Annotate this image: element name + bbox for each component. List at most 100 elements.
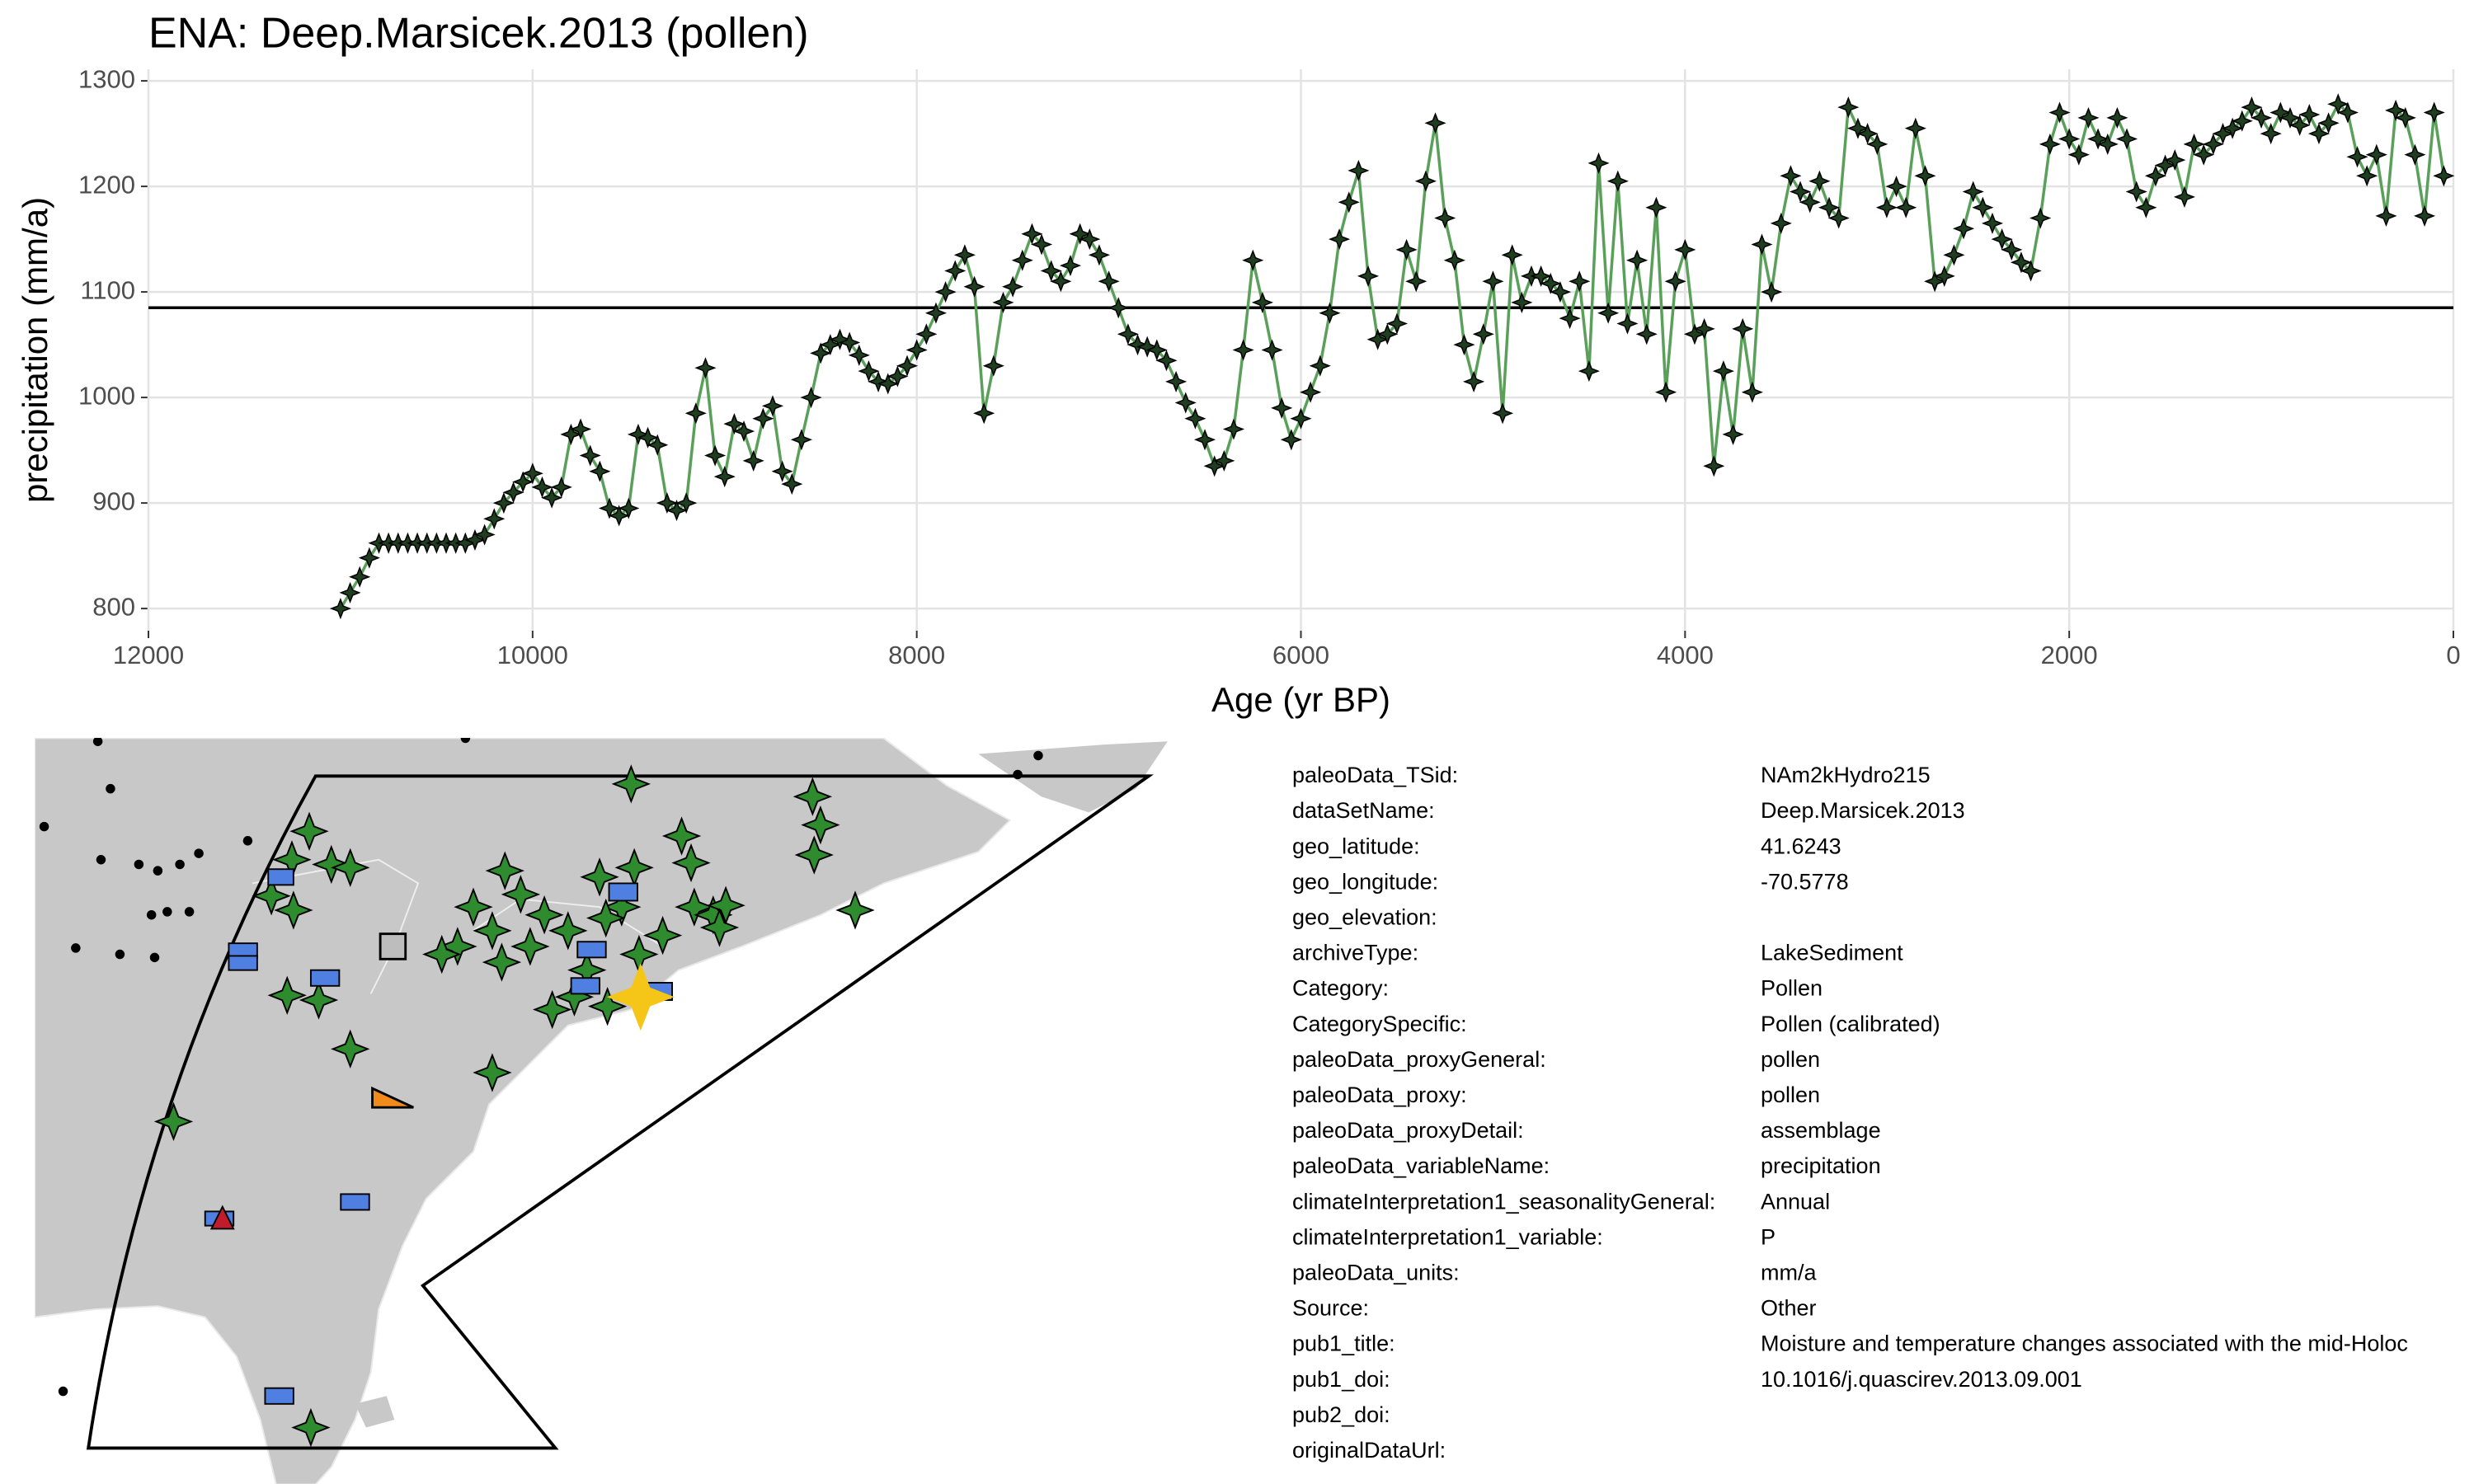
data-point <box>2336 101 2359 124</box>
metadata-value: 41.6243 <box>1761 834 1841 858</box>
site-star <box>267 975 307 1015</box>
data-point <box>1491 402 1514 425</box>
data-point <box>963 275 985 298</box>
data-point <box>1693 317 1715 340</box>
site-rect <box>264 1387 294 1405</box>
data-point <box>2260 123 2282 145</box>
data-point <box>1683 323 1706 345</box>
data-point <box>1674 238 1696 261</box>
data-point <box>531 476 553 498</box>
metadata-value: LakeSediment <box>1761 941 1903 965</box>
metadata-key: paleoData_variableName: <box>1292 1153 1550 1178</box>
data-point <box>1511 291 1533 313</box>
site-rect <box>228 955 258 971</box>
site-dot <box>153 866 163 876</box>
data-point <box>1981 212 2004 234</box>
site-triangle <box>371 1086 414 1109</box>
data-point <box>2423 101 2445 124</box>
data-point <box>1616 312 1639 335</box>
metadata-key: climateInterpretation1_variable: <box>1292 1224 1603 1249</box>
data-point <box>647 434 669 456</box>
site-dot <box>39 821 49 832</box>
site-star <box>699 908 740 947</box>
data-point <box>761 395 784 417</box>
data-point <box>2020 260 2042 282</box>
data-point <box>732 420 755 443</box>
y-tick-label: 900 <box>92 486 135 515</box>
site-dot <box>149 952 160 963</box>
site-star <box>587 986 628 1026</box>
data-point <box>1174 392 1197 414</box>
data-point <box>810 342 832 364</box>
site-square <box>379 932 407 960</box>
site-star <box>661 816 702 856</box>
metadata-value: mm/a <box>1761 1261 1817 1285</box>
data-point <box>2144 165 2167 187</box>
data-point <box>771 460 793 482</box>
site-star <box>675 887 714 927</box>
data-point <box>1856 123 1879 145</box>
metadata-value: Moisture and temperature changes associa… <box>1761 1331 2408 1356</box>
metadata-key: paleoData_proxyDetail: <box>1292 1118 1524 1143</box>
metadata-value: -70.5778 <box>1761 869 1849 894</box>
data-point <box>858 360 880 383</box>
data-point <box>1712 360 1734 383</box>
data-point <box>1002 275 1024 298</box>
data-point <box>2039 133 2061 155</box>
data-line <box>339 101 2446 610</box>
data-point <box>723 413 745 435</box>
data-point <box>819 334 841 356</box>
data-point <box>2164 149 2186 171</box>
data-point <box>2202 133 2224 155</box>
metadata-key: CategorySpecific: <box>1292 1012 1467 1036</box>
data-point <box>1962 181 1984 203</box>
data-point <box>1549 281 1572 303</box>
x-tick-label: 10000 <box>497 641 568 669</box>
data-point <box>2048 101 2071 124</box>
data-point <box>618 497 640 519</box>
data-point <box>483 508 506 530</box>
data-point <box>1117 323 1139 345</box>
site-dot <box>1013 769 1023 780</box>
data-point <box>887 365 909 387</box>
site-star <box>548 911 588 951</box>
data-point <box>2327 93 2349 115</box>
data-point <box>915 323 938 345</box>
metadata-value: P <box>1761 1224 1776 1249</box>
data-point <box>704 444 727 467</box>
data-point <box>1751 233 1773 256</box>
data-point <box>2394 106 2416 129</box>
data-point <box>1126 334 1149 356</box>
x-tick-label: 2000 <box>2041 641 2098 669</box>
data-point <box>1059 255 1082 277</box>
data-point <box>1664 270 1686 293</box>
data-point <box>1443 249 1465 271</box>
data-point <box>1904 117 1926 139</box>
y-axis-label: precipitation (mm/a) <box>16 197 54 503</box>
data-point <box>2251 106 2273 129</box>
metadata-value: Pollen (calibrated) <box>1761 1012 1940 1036</box>
data-point <box>1722 423 1744 445</box>
data-point <box>1846 117 1870 139</box>
site-star <box>252 876 291 916</box>
metadata-key: archiveType: <box>1292 941 1418 965</box>
data-point <box>1482 270 1504 293</box>
land <box>35 738 1012 1484</box>
site-star <box>835 890 875 930</box>
data-point <box>684 402 707 425</box>
data-point <box>829 328 851 350</box>
site-star <box>611 764 651 804</box>
data-point <box>877 373 899 395</box>
data-point <box>1924 270 1946 293</box>
site-dot <box>96 855 106 865</box>
site-star <box>586 898 626 938</box>
data-point <box>1943 244 1965 266</box>
data-point <box>1972 196 1994 218</box>
data-point <box>1933 265 1955 287</box>
land <box>355 1396 395 1428</box>
data-point <box>1866 133 1888 155</box>
data-point <box>1290 407 1312 430</box>
metadata-key: paleoData_units: <box>1292 1261 1460 1285</box>
data-point <box>1069 223 1091 245</box>
